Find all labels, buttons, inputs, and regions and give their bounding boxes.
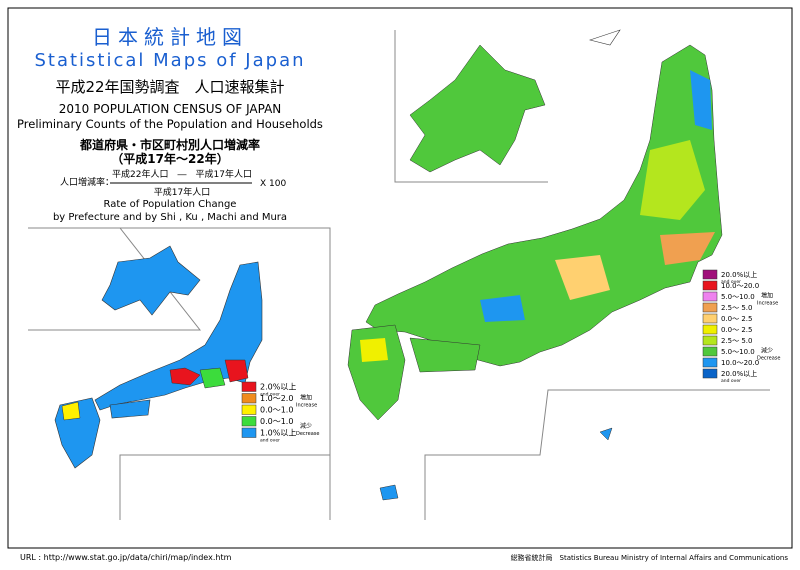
legend-group: 減少 [761, 347, 773, 355]
legend-label: 0.0～ 2.5 [721, 326, 753, 334]
region [660, 232, 715, 265]
region [360, 338, 388, 362]
legend-label: 1.0%以上 [260, 429, 296, 438]
inset-border [394, 30, 548, 183]
region [690, 70, 712, 130]
period-ja: （平成17年～22年） [111, 151, 228, 166]
region [555, 255, 610, 300]
legend-swatch [702, 335, 718, 346]
census-ja: 平成22年国勢調査 人口速報集計 [55, 78, 284, 96]
subtitle-en: Preliminary Counts of the Population and… [17, 117, 323, 131]
legend-group: Increase [296, 402, 317, 408]
legend-label: 5.0～10.0 [721, 348, 755, 356]
legend-swatch [241, 416, 257, 427]
topic-en: by Prefecture and by Shi , Ku , Machi an… [53, 212, 287, 223]
legend-group: Decrease [757, 356, 780, 362]
legend-group: 減少 [300, 422, 312, 430]
legend-note: and over [260, 438, 280, 444]
legend-swatch [241, 393, 257, 404]
legend-label: 2.0%以上 [260, 383, 296, 392]
region [224, 359, 249, 383]
legend-swatch [702, 357, 718, 368]
legend-swatch [702, 324, 718, 335]
inset-border [119, 454, 330, 520]
shikoku [109, 399, 151, 419]
prefecture-map [28, 227, 331, 520]
legend-label: 2.5～ 5.0 [721, 304, 753, 312]
legend-swatch [702, 346, 718, 357]
hokkaido [409, 44, 546, 173]
topic-ja: 都道府県・市区町村別人口増減率 [79, 137, 260, 152]
legend-label: 0.0～ 2.5 [721, 315, 753, 323]
title-ja: 日本統計地図 [92, 25, 248, 49]
hokkaido [101, 245, 201, 316]
island [588, 29, 621, 46]
formula-label: 人口増減率： [60, 176, 114, 188]
municipality-map [347, 29, 770, 520]
legend-swatch [702, 313, 718, 324]
legend-label: 20.0%以上 [721, 270, 757, 279]
agency: 総務省統計局 Statistics Bureau Ministry of Int… [511, 553, 789, 562]
island [599, 427, 613, 441]
inset-border [28, 227, 331, 520]
inset-border [424, 389, 770, 520]
formula-denominator: 平成17年人口 [154, 186, 210, 198]
legend-group: 増加 [761, 292, 773, 300]
legend-group: Increase [757, 301, 778, 307]
legend-swatch [702, 368, 718, 379]
legend-swatch [702, 280, 718, 291]
legend-note: and over [721, 279, 741, 285]
legend-note: and over [260, 392, 280, 398]
legend-label: 10.0～20.0 [721, 282, 759, 290]
region [199, 367, 226, 389]
legend-swatch [241, 381, 257, 392]
legend-label: 0.0～1.0 [260, 406, 293, 415]
shikoku [409, 337, 481, 373]
legend-swatch [702, 291, 718, 302]
legend-group: Decrease [296, 431, 319, 437]
legend-label: 1.0～2.0 [260, 394, 293, 403]
region [480, 295, 525, 322]
legend-group: 増加 [300, 393, 312, 401]
legend-label: 20.0%以上 [721, 369, 757, 378]
region [61, 401, 81, 421]
legend-label: 0.0～1.0 [260, 417, 293, 426]
region [169, 367, 201, 386]
census-en: 2010 POPULATION CENSUS OF JAPAN [59, 102, 282, 116]
legend-swatch [241, 404, 257, 415]
topic-en: Rate of Population Change [104, 199, 237, 210]
legend-label: 2.5～ 5.0 [721, 337, 753, 345]
url: URL : http://www.stat.go.jp/data/chiri/m… [20, 553, 232, 562]
legend-swatch [702, 302, 718, 313]
region [640, 140, 705, 220]
legend-note: and over [721, 378, 741, 384]
legend-label: 10.0～20.0 [721, 359, 759, 367]
frame [7, 7, 793, 549]
island [379, 484, 399, 501]
formula-multiplier: X 100 [260, 179, 286, 189]
legend-swatch [241, 427, 257, 438]
legend-label: 5.0～10.0 [721, 293, 755, 301]
formula-numerator: 平成22年人口 ― 平成17年人口 [112, 168, 252, 180]
title-en: Statistical Maps of Japan [34, 50, 305, 71]
legend-swatch [702, 269, 718, 280]
